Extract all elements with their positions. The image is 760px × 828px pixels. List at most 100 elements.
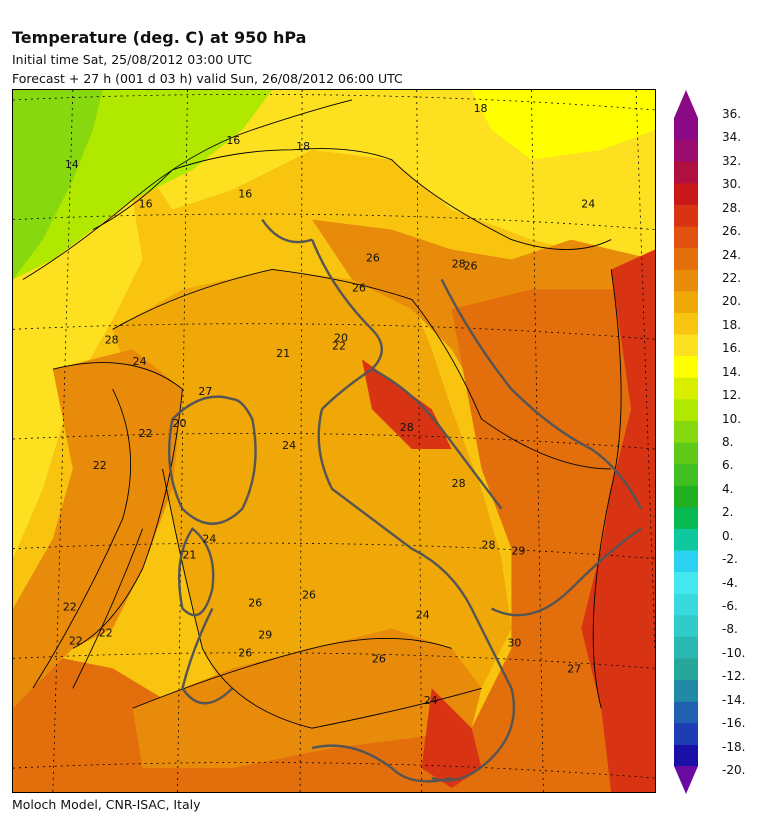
colorbar-tick-label: -8. (722, 622, 738, 637)
colorbar-segment (674, 528, 698, 551)
colorbar-tick-label: 22. (722, 271, 742, 285)
colorbar-segment (674, 614, 698, 637)
contour-label: 22 (63, 601, 77, 614)
colorbar-segment (674, 290, 698, 313)
model-credit: Moloch Model, CNR-ISAC, Italy (12, 797, 201, 812)
colorbar-segment (674, 420, 698, 443)
contour-label: 24 (581, 198, 595, 211)
colorbar-tick-label: -4. (722, 575, 738, 590)
colorbar-tick-label: -18. (722, 739, 746, 754)
chart-title: Temperature (deg. C) at 950 hPa (12, 28, 307, 47)
field-center-orange24 (112, 269, 512, 729)
colorbar-tick-label: 34. (722, 130, 742, 145)
contour-label: 28 (482, 539, 496, 552)
colorbar-segment (674, 744, 698, 767)
contour-label: 26 (366, 252, 380, 265)
field-adriatic-red (361, 359, 452, 449)
contour-label: 26 (352, 281, 366, 294)
contour-label: 28 (105, 333, 119, 346)
colorbar-tick-label: 4. (722, 481, 734, 496)
contour-label: 16 (226, 134, 240, 147)
contour-label: 18 (474, 102, 488, 115)
contour-label: 26 (372, 652, 386, 665)
colorbar-segment (674, 593, 698, 616)
colorbar-segment (674, 701, 698, 724)
colorbar-tick-label: 20. (722, 294, 742, 309)
contour-label: 22 (332, 339, 346, 352)
colorbar-segment (674, 442, 698, 465)
colorbar-segment (674, 334, 698, 357)
contour-label: 16 (139, 198, 153, 211)
contour-label: 20 (173, 417, 187, 430)
contour-label: 24 (416, 608, 430, 621)
colorbar-tick-label: -10. (722, 645, 746, 660)
contour-label: 21 (276, 347, 290, 360)
colorbar-segment (674, 550, 698, 573)
contour-label: 26 (464, 259, 478, 272)
colorbar-tick-label: 28. (722, 200, 742, 215)
colorbar-segment (674, 355, 698, 378)
colorbar-segment (674, 226, 698, 249)
coastlines (168, 218, 643, 783)
contour-label: 26 (248, 597, 262, 610)
forecast-valid-text: Forecast + 27 h (001 d 03 h) valid Sun, … (12, 71, 403, 86)
contour-label: 22 (139, 427, 153, 440)
contour-label: 16 (238, 188, 252, 201)
contour-label: 26 (302, 589, 316, 602)
colorbar-segment (674, 182, 698, 205)
contour-label: 28 (400, 421, 414, 434)
colorbar-top-arrow (674, 90, 698, 118)
contour-label: 24 (282, 439, 296, 452)
contour-label: 22 (99, 626, 113, 639)
colorbar-tick-label: 16. (722, 341, 742, 356)
field-north-bright-yellow (471, 90, 655, 160)
colorbar-segment (674, 571, 698, 594)
contour-label: 24 (202, 533, 216, 546)
temperature-map: 28 18 16 14 16 16 18 24 26 26 26 28 20 2… (12, 89, 656, 793)
colorbar-segment (674, 679, 698, 702)
contour-label: 14 (65, 158, 79, 171)
colorbar-tick-label: -12. (722, 669, 746, 684)
contour-labels: 28 18 16 14 16 16 18 24 26 26 26 28 20 2… (63, 102, 595, 707)
field-east-red30 (581, 249, 655, 792)
colorbar-tick-label: -14. (722, 692, 746, 707)
contour-label: 24 (424, 694, 438, 707)
colorbar-segment (674, 247, 698, 270)
colorbar-segment (674, 658, 698, 681)
contour-label: 28 (452, 477, 466, 490)
colorbar-segment (674, 161, 698, 184)
contour-label: 27 (567, 662, 581, 675)
contour-label: 20 (334, 331, 348, 344)
colorbar-segment (674, 312, 698, 335)
contour-label: 24 (133, 355, 147, 368)
colorbar-segment (674, 636, 698, 659)
colorbar-segment (674, 204, 698, 227)
colorbar-tick-label: 6. (722, 458, 734, 473)
colorbar-segment (674, 269, 698, 292)
field-west-orange-tongue (13, 349, 183, 709)
contour-label: 30 (507, 636, 521, 649)
colorbar-segment (674, 398, 698, 421)
initial-time-text: Initial time Sat, 25/08/2012 03:00 UTC (12, 52, 253, 67)
contour-label: 21 (182, 549, 196, 562)
colorbar-tick-label: 30. (722, 177, 742, 192)
field-tyrrhenian-orange26 (132, 628, 482, 769)
colorbar-tick-label: 32. (722, 153, 742, 168)
colorbar-tick-label: 2. (722, 505, 734, 520)
colorbar-segment (674, 722, 698, 745)
colorbar-tick-label: -16. (722, 716, 746, 731)
contour-label: 22 (69, 634, 83, 647)
contour-label: 27 (198, 385, 212, 398)
contour-label: 18 (296, 140, 310, 153)
colorbar-tick-label: 36. (722, 107, 742, 121)
colorbar-tick-label: -2. (722, 552, 738, 567)
graticule (13, 90, 655, 792)
colorbar-tick-label: 24. (722, 247, 742, 262)
colorbar-segment (674, 118, 698, 141)
colorbar-tick-label: 18. (722, 317, 742, 332)
colorbar-tick-label: 10. (722, 411, 742, 426)
colorbar-tick-label: -20. (722, 763, 746, 777)
colorbar-tick-label: 8. (722, 435, 734, 449)
contour-label: 26 (238, 646, 252, 659)
contour-label: 22 (93, 459, 107, 472)
